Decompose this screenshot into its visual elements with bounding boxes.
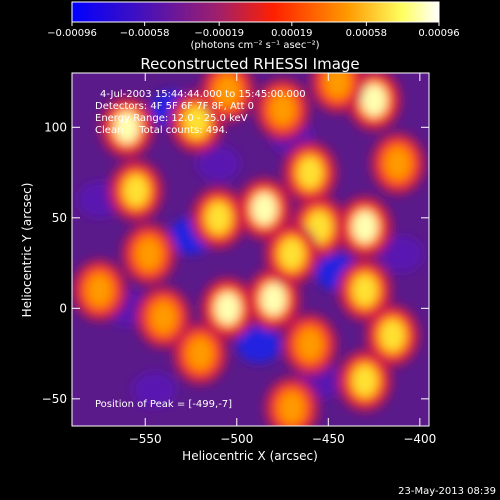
y-tick-label: −50 [42, 392, 67, 406]
y-axis-label: Heliocentric Y (arcsec) [20, 183, 34, 318]
y-tick-label: 0 [59, 301, 67, 315]
heatmap-image [72, 73, 429, 426]
colorbar-tick-label: 0.00019 [271, 28, 312, 39]
bright-source-core [352, 273, 378, 307]
x-tick-label: −450 [312, 432, 345, 446]
colorbar-tick-label: −0.00096 [47, 28, 97, 39]
bright-source-core [278, 391, 305, 425]
bright-source-core [352, 364, 378, 398]
bright-source-core [114, 110, 140, 144]
annotation-detectors: Detectors: 4F 5F 6F 7F 8F, Att 0 [95, 101, 254, 112]
chart-title: Reconstructed RHESSI Image [140, 55, 359, 73]
bright-source-core [150, 300, 177, 334]
bright-source-core [183, 105, 210, 139]
annotation-block: 4-Jul-2003 15:44:44.000 to 15:45:00.000 … [95, 89, 306, 410]
bright-source-core [385, 147, 411, 180]
dark-source-mark [236, 326, 281, 363]
colorbar-tick-label: −0.00058 [120, 28, 170, 39]
dark-source-mark [196, 145, 241, 182]
bright-source-core [297, 328, 323, 362]
x-axis-label: Heliocentric X (arcsec) [182, 449, 318, 463]
bright-source-core [136, 237, 162, 271]
bright-source-core [251, 192, 278, 226]
bright-source-core [297, 156, 323, 190]
bright-source-core [324, 73, 351, 99]
annotation-counts: Clean Total counts: 494. [95, 125, 228, 136]
bright-source-core [379, 319, 406, 352]
dark-source-mark [379, 235, 424, 273]
dark-source-mark [132, 371, 177, 409]
x-tick-label: −400 [403, 432, 436, 446]
colorbar-ticks: −0.00096 −0.00058 −0.00019 0.00019 0.00058 0.… [47, 22, 460, 39]
bright-source-core [214, 74, 241, 108]
y-tick-label: 100 [44, 120, 67, 134]
bright-source-core [278, 237, 305, 271]
bright-source-core [361, 83, 387, 117]
plot-frame [71, 72, 430, 427]
colorbar-tick-label: −0.00019 [194, 28, 244, 39]
bright-source-core [214, 291, 241, 325]
annotation-time-range: 4-Jul-2003 15:44:44.000 to 15:45:00.000 [100, 89, 306, 100]
footer-timestamp: 23-May-2013 08:39 [398, 486, 496, 497]
colorbar-tick-label: 0.00058 [346, 28, 387, 39]
bright-source-core [187, 337, 213, 371]
annotation-energy-range: Energy Range: 12.0 - 25.0 keV [95, 113, 248, 124]
colorbar-tick-label: 0.00096 [418, 28, 459, 39]
bright-source-core [86, 273, 113, 307]
x-tick-label: −550 [129, 432, 162, 446]
bright-source-core [123, 174, 149, 208]
peak-position-label: Position of Peak = [-499,-7] [95, 399, 232, 410]
bright-source-core [260, 282, 287, 316]
colorbar [71, 1, 440, 23]
colorbar-unit-label: (photons cm⁻² s⁻¹ asec⁻²) [190, 40, 319, 51]
bright-source-core [352, 210, 378, 244]
bright-source-core [269, 92, 296, 126]
x-tick-label: −500 [220, 432, 253, 446]
y-tick-label: 50 [52, 211, 67, 225]
bright-source-core [205, 201, 232, 235]
